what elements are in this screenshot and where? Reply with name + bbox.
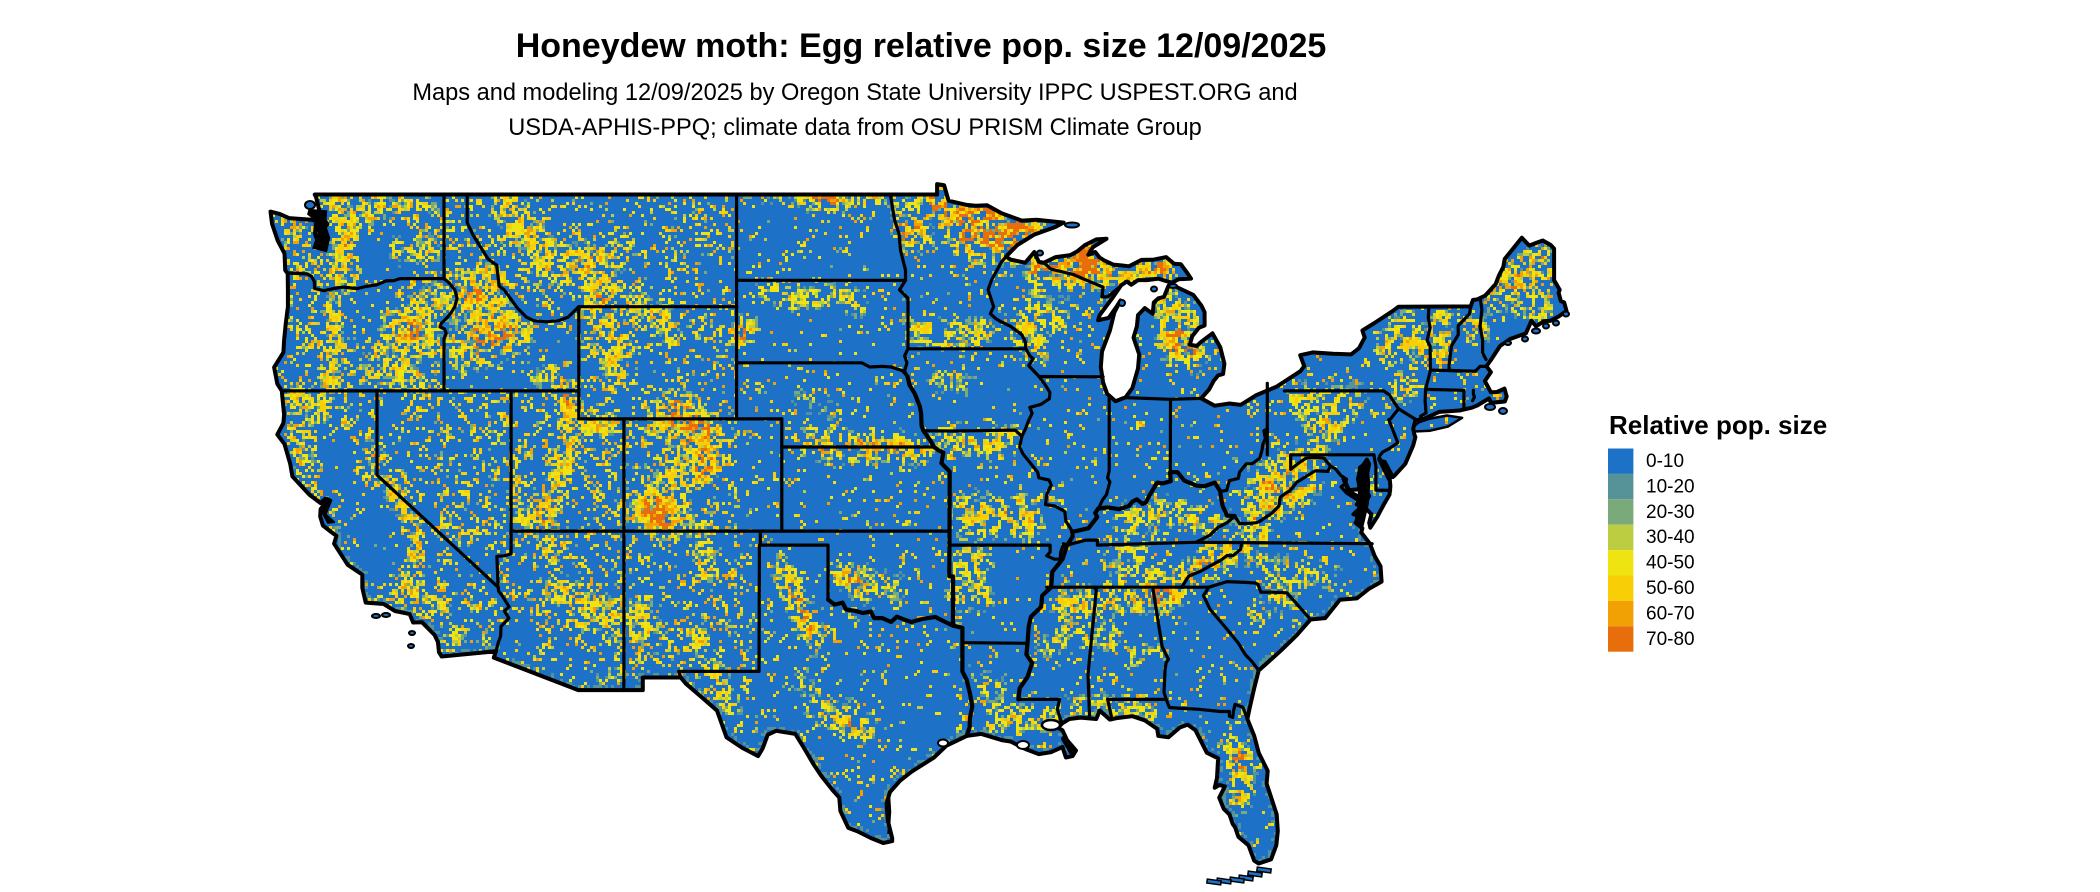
svg-text:30-40: 30-40: [1646, 527, 1695, 548]
svg-text:Relative pop. size: Relative pop. size: [1609, 410, 1827, 440]
svg-text:10-20: 10-20: [1646, 476, 1695, 497]
svg-text:40-50: 40-50: [1646, 553, 1695, 574]
svg-text:70-80: 70-80: [1646, 629, 1695, 650]
svg-text:60-70: 60-70: [1646, 603, 1695, 624]
svg-text:50-60: 50-60: [1646, 578, 1695, 599]
svg-text:20-30: 20-30: [1646, 502, 1695, 523]
svg-text:0-10: 0-10: [1646, 451, 1684, 472]
